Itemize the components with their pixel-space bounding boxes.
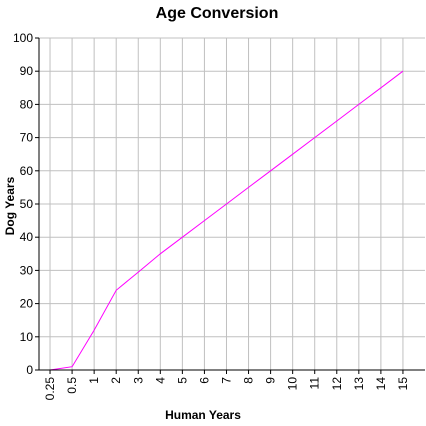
x-tick-labels: 0.25 0.5 1 2 3 4 5 6 7 8 9 10 11 12 13 14 15	[43, 377, 410, 401]
x-tick-label: 13	[352, 377, 366, 391]
x-tick-label: 2	[109, 377, 123, 384]
x-tick-label: 8	[242, 377, 256, 384]
y-tick-label: 20	[20, 297, 34, 311]
series-line	[49, 70, 404, 371]
x-tick-label: 0.25	[43, 377, 57, 401]
x-axis-label: Human Years	[165, 408, 241, 422]
x-tick-label: 4	[153, 377, 167, 384]
x-tick-label: 1	[87, 377, 101, 384]
y-tick-label: 30	[20, 263, 34, 277]
y-tick-label: 90	[20, 64, 34, 78]
gridlines	[39, 37, 425, 370]
x-tick-label: 15	[396, 377, 410, 391]
y-tick-label: 60	[20, 164, 34, 178]
y-tick-label: 0	[26, 363, 33, 377]
y-tick-label: 50	[20, 197, 34, 211]
x-tick-label: 10	[286, 377, 300, 391]
axes	[35, 37, 425, 374]
x-tick-label: 3	[131, 377, 145, 384]
x-tick-label: 14	[374, 377, 388, 391]
x-tick-label: 9	[264, 377, 278, 384]
series-layer	[49, 70, 404, 371]
x-tick-label: 6	[197, 377, 211, 384]
y-tick-labels: 0 10 20 30 40 50 60 70 80 90 100	[13, 31, 33, 377]
x-tick-label: 12	[330, 377, 344, 391]
y-tick-label: 80	[20, 97, 34, 111]
y-tick-label: 10	[20, 330, 34, 344]
x-tick-label: 0.5	[65, 377, 79, 394]
y-tick-label: 70	[20, 131, 34, 145]
y-axis-label: Dog Years	[3, 176, 17, 235]
chart-title: Age Conversion	[156, 5, 279, 22]
y-tick-label: 40	[20, 230, 34, 244]
x-tick-label: 5	[175, 377, 189, 384]
y-tick-label: 100	[13, 31, 33, 45]
x-tick-label: 11	[308, 377, 322, 390]
x-tick-label: 7	[219, 377, 233, 384]
